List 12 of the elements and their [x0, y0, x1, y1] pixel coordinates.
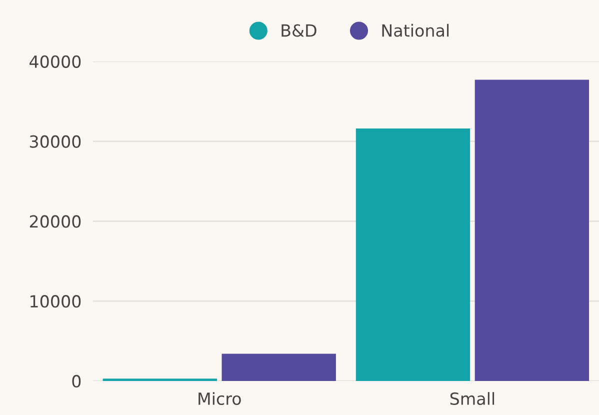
y-tick-label: 40000: [30, 55, 81, 68]
bar: [222, 354, 336, 381]
bar: [356, 128, 470, 381]
legend-label: National: [382, 24, 449, 37]
bar: [474, 80, 590, 381]
legend-label: B&D: [282, 24, 316, 37]
y-tick-label: 10000: [30, 295, 81, 308]
x-tick-label: Micro: [198, 392, 241, 405]
y-tick-label: 0: [72, 374, 81, 388]
y-tick-label: 30000: [30, 135, 81, 148]
x-tick-label: Small: [450, 392, 494, 405]
y-tick-label: 20000: [30, 215, 81, 228]
